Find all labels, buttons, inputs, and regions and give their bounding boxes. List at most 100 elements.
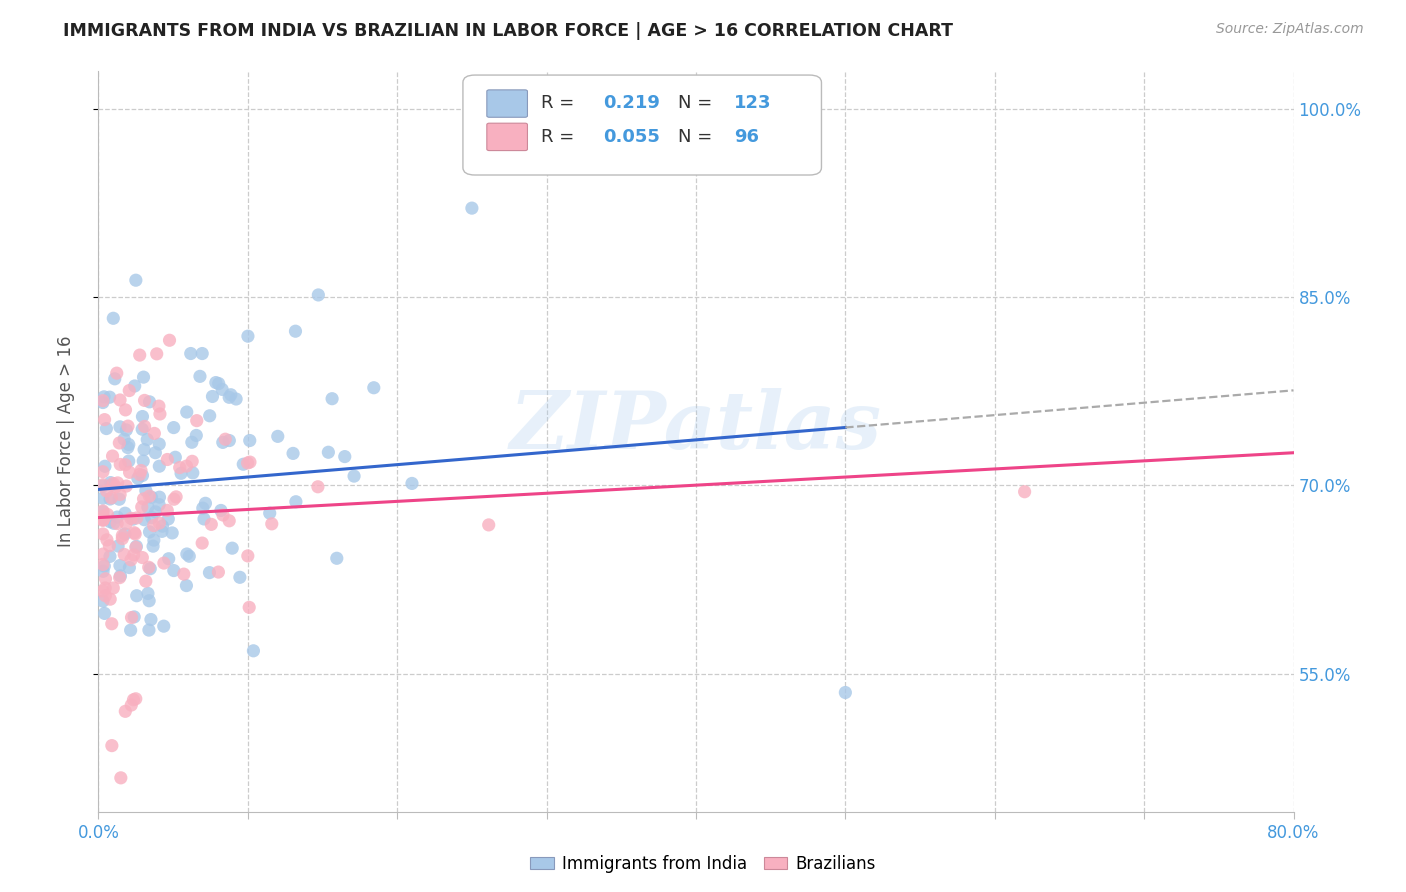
- Point: [124, 379, 146, 393]
- Point: [170, 467, 193, 481]
- Point: [142, 533, 165, 547]
- Point: [103, 476, 125, 491]
- Point: [138, 560, 160, 574]
- Point: [156, 503, 179, 517]
- Point: [110, 771, 132, 785]
- Point: [91, 479, 114, 493]
- Point: [181, 454, 204, 468]
- Point: [211, 383, 233, 397]
- Point: [239, 455, 262, 469]
- Point: [163, 420, 186, 434]
- Point: [115, 479, 138, 493]
- Point: [186, 414, 208, 428]
- Point: [163, 564, 186, 578]
- Point: [117, 441, 139, 455]
- Point: [98, 539, 121, 553]
- Point: [219, 388, 242, 402]
- Point: [401, 476, 423, 491]
- Point: [122, 692, 145, 706]
- Point: [103, 581, 125, 595]
- Point: [267, 429, 290, 443]
- Point: [108, 392, 131, 407]
- Text: 123: 123: [734, 95, 772, 112]
- Point: [136, 433, 159, 447]
- Point: [93, 513, 115, 527]
- Point: [188, 369, 211, 384]
- Point: [148, 437, 170, 451]
- Point: [98, 390, 121, 404]
- Point: [236, 329, 259, 343]
- Point: [131, 550, 153, 565]
- Point: [131, 422, 153, 436]
- Point: [238, 600, 260, 615]
- Point: [125, 511, 148, 525]
- Point: [114, 527, 136, 541]
- Point: [110, 458, 132, 472]
- Point: [105, 510, 128, 524]
- Point: [91, 513, 114, 527]
- Point: [284, 494, 307, 508]
- Point: [108, 571, 131, 585]
- Point: [834, 685, 856, 699]
- Point: [129, 463, 152, 477]
- Point: [112, 432, 135, 446]
- Point: [153, 556, 176, 570]
- Point: [207, 565, 229, 579]
- Point: [163, 492, 186, 507]
- Point: [236, 549, 259, 563]
- Point: [103, 311, 125, 326]
- Point: [143, 426, 166, 441]
- Point: [131, 409, 153, 424]
- Point: [108, 436, 131, 450]
- Point: [110, 569, 132, 583]
- Point: [98, 491, 121, 506]
- Point: [108, 492, 131, 507]
- Point: [136, 586, 159, 600]
- Point: [104, 480, 127, 494]
- Point: [148, 459, 170, 474]
- Point: [218, 514, 240, 528]
- Y-axis label: In Labor Force | Age > 16: In Labor Force | Age > 16: [56, 335, 75, 548]
- Point: [118, 466, 141, 480]
- Point: [236, 456, 259, 470]
- Point: [138, 524, 160, 539]
- Point: [138, 623, 160, 637]
- Point: [118, 437, 141, 451]
- Point: [1014, 484, 1036, 499]
- Point: [159, 333, 181, 347]
- Point: [150, 524, 173, 539]
- Point: [145, 347, 167, 361]
- Point: [93, 607, 115, 621]
- Point: [200, 517, 222, 532]
- Point: [108, 487, 131, 501]
- Point: [461, 201, 484, 215]
- Point: [239, 434, 262, 448]
- Point: [135, 483, 157, 498]
- Point: [214, 432, 236, 446]
- Point: [120, 511, 142, 525]
- Point: [91, 509, 114, 524]
- Point: [284, 324, 307, 338]
- Point: [107, 539, 129, 553]
- Point: [179, 549, 201, 564]
- Point: [141, 510, 163, 524]
- Point: [343, 469, 366, 483]
- Point: [94, 581, 117, 595]
- Point: [132, 370, 155, 384]
- Point: [191, 501, 214, 516]
- Point: [120, 698, 142, 712]
- Text: N =: N =: [678, 128, 718, 145]
- Point: [281, 446, 304, 460]
- Point: [218, 434, 240, 448]
- Point: [221, 541, 243, 556]
- Point: [125, 589, 148, 603]
- Point: [93, 412, 115, 426]
- Point: [100, 491, 122, 505]
- Point: [118, 560, 141, 574]
- Point: [165, 450, 187, 465]
- Point: [124, 527, 146, 541]
- Point: [108, 558, 131, 573]
- Point: [212, 508, 235, 522]
- Point: [94, 589, 117, 603]
- Point: [122, 610, 145, 624]
